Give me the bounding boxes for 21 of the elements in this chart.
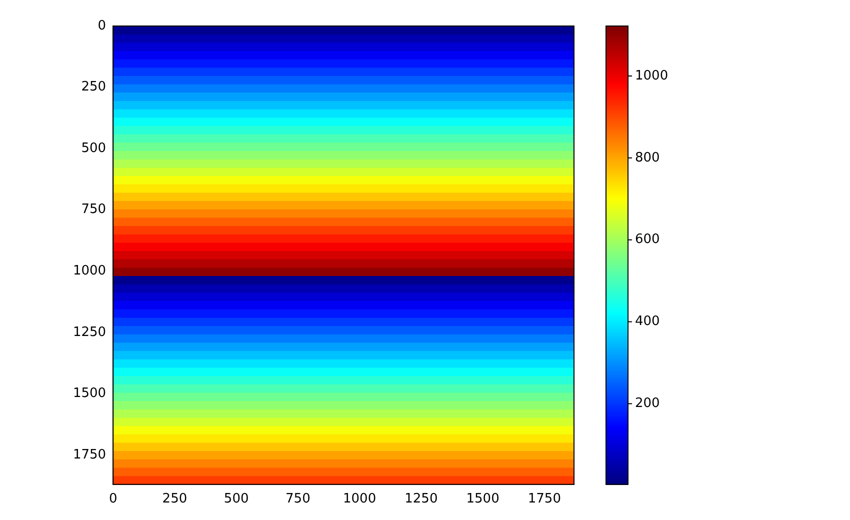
x-tick-label: 1500	[466, 492, 500, 507]
x-tick-label: 1000	[343, 492, 376, 507]
y-tick-label: 1500	[72, 386, 106, 402]
y-tick-label: 0	[98, 18, 106, 34]
y-tick-label: 250	[81, 80, 106, 95]
x-tick-label: 250	[162, 492, 188, 507]
y-tick-label: 500	[81, 140, 106, 156]
x-tick-label: 1750	[528, 492, 561, 507]
color-bar-label: 200	[635, 396, 660, 412]
color-bar-label: 1000	[635, 68, 668, 84]
y-tick-label: 750	[81, 202, 106, 218]
x-tick-label: 1250	[404, 492, 438, 507]
y-tick-label: 1750	[72, 447, 106, 462]
x-tick-label: 750	[286, 492, 310, 507]
color-bar-label: 800	[635, 150, 660, 166]
y-tick-label: 1000	[72, 264, 106, 279]
color-bar-label: 400	[635, 314, 660, 330]
x-tick-label: 0	[108, 492, 118, 507]
y-tick-label: 1250	[72, 324, 106, 340]
color-bar-label: 600	[635, 232, 660, 248]
x-tick-label: 500	[224, 492, 249, 507]
